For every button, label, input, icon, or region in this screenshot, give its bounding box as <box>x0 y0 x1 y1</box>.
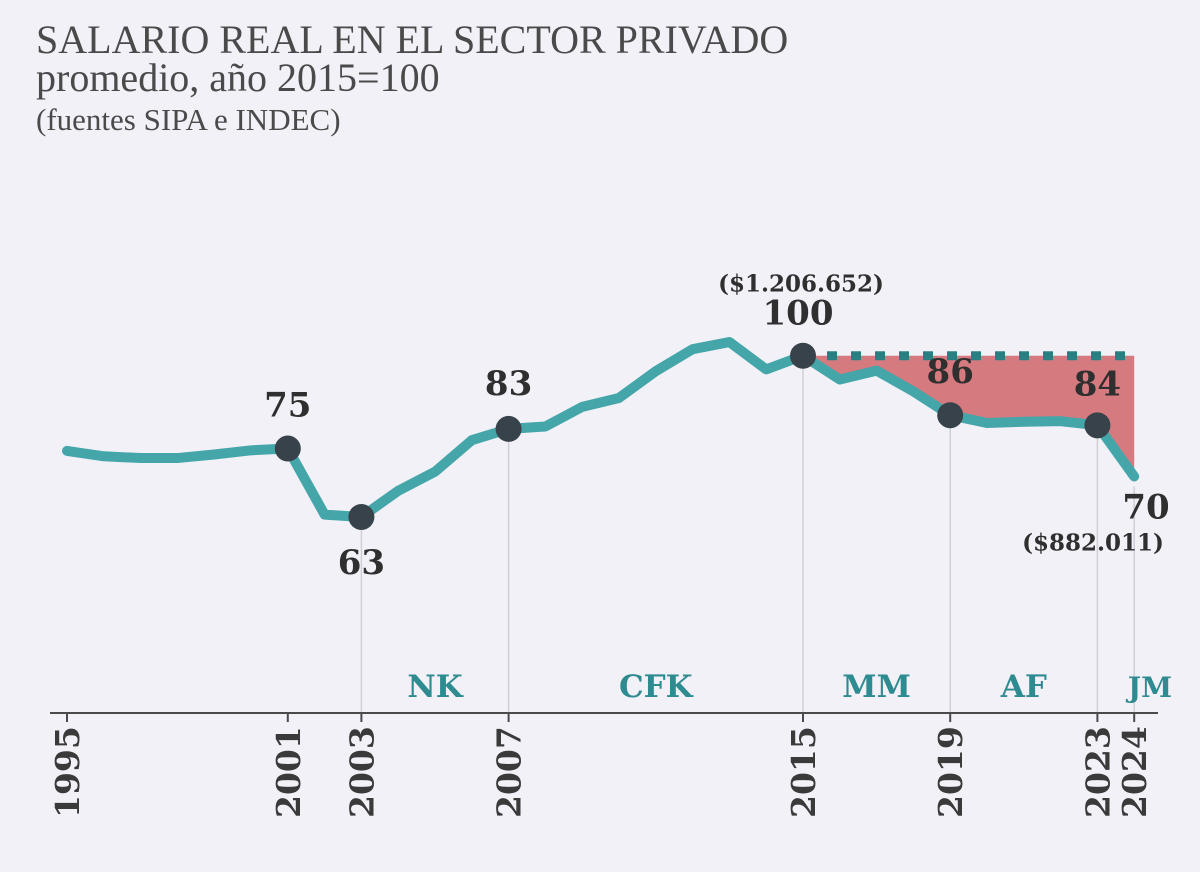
data-note-2015: ($1.206.652) <box>718 271 884 298</box>
x-tick-label-2024: 2024 <box>1115 726 1154 818</box>
chart-title-block: SALARIO REAL EN EL SECTOR PRIVADO promed… <box>36 17 789 137</box>
point-marker-2003 <box>348 503 375 530</box>
point-marker-2007 <box>495 415 522 442</box>
point-marker-2001 <box>274 435 301 462</box>
point-marker-2023 <box>1084 412 1111 439</box>
x-tick-label-2023: 2023 <box>1078 726 1117 818</box>
era-label-cfk: CFK <box>619 669 694 705</box>
x-tick-label-2015: 2015 <box>784 726 823 818</box>
chart-subtitle: promedio, año 2015=100 <box>36 55 440 100</box>
data-label-2024: 70 <box>1122 488 1169 528</box>
data-note-2024: ($882.011) <box>1022 530 1164 557</box>
era-label-jm: JM <box>1125 671 1172 704</box>
data-label-2001: 75 <box>264 386 311 426</box>
era-label-mm: MM <box>842 669 911 705</box>
era-label-af: AF <box>1000 669 1047 705</box>
chart-source: (fuentes SIPA e INDEC) <box>36 102 341 137</box>
data-label-2015: 100 <box>763 294 834 334</box>
data-label-2007: 83 <box>485 364 532 404</box>
chart-title: SALARIO REAL EN EL SECTOR PRIVADO <box>36 17 789 62</box>
data-label-2019: 86 <box>927 352 974 392</box>
x-tick-label-1995: 1995 <box>48 726 87 818</box>
point-marker-2019 <box>937 402 964 429</box>
x-tick-label-2001: 2001 <box>269 726 308 818</box>
x-tick-label-2019: 2019 <box>931 726 970 818</box>
x-tick-label-2007: 2007 <box>490 726 529 818</box>
data-label-2003: 63 <box>338 543 385 583</box>
data-label-2023: 84 <box>1074 364 1121 404</box>
point-marker-2015 <box>790 342 816 369</box>
era-label-nk: NK <box>407 669 463 705</box>
x-tick-label-2003: 2003 <box>342 726 381 818</box>
